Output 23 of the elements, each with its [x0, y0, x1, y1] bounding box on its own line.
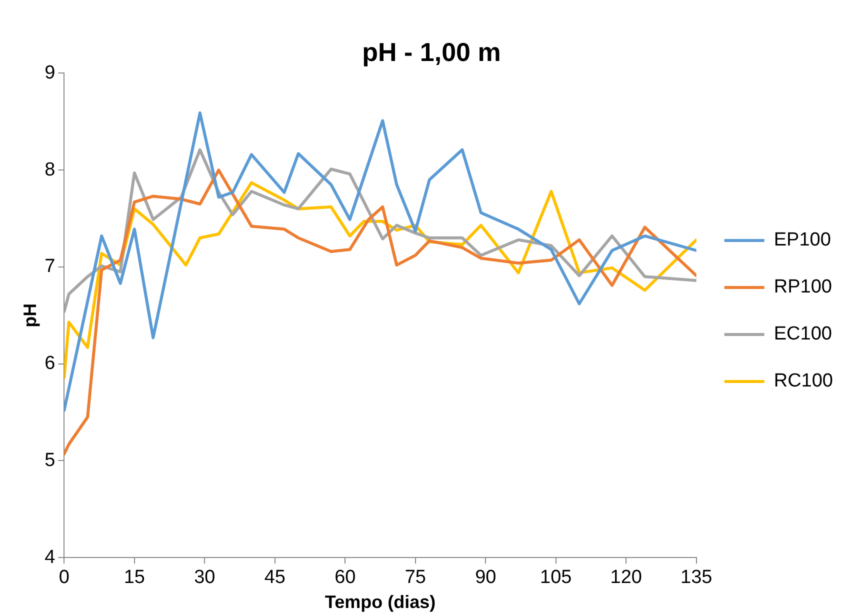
chart-title: pH - 1,00 m [362, 36, 501, 67]
x-tick-label: 75 [404, 567, 426, 588]
y-tick-label: 9 [44, 62, 56, 84]
legend-label: EP100 [774, 230, 831, 251]
y-tick-label: 4 [44, 546, 56, 568]
x-tick-label: 0 [58, 567, 70, 588]
legend-label: EC100 [774, 324, 832, 345]
x-tick-label: 135 [680, 567, 712, 588]
x-tick-label: 105 [540, 567, 572, 588]
y-tick-label: 5 [44, 450, 56, 471]
x-axis-title: Tempo (dias) [324, 592, 436, 612]
legend-label: RC100 [774, 370, 834, 392]
x-tick-label: 60 [334, 567, 356, 588]
y-tick-label: 8 [44, 159, 56, 180]
x-tick-label: 90 [475, 567, 496, 588]
legend-label: RP100 [774, 276, 832, 298]
x-tick-label: 45 [264, 567, 286, 588]
x-tick-label: 15 [124, 567, 145, 588]
x-tick-label: 120 [610, 567, 642, 588]
x-tick-label: 30 [194, 567, 216, 588]
y-tick-label: 7 [44, 256, 56, 278]
y-axis-title: pH [20, 303, 40, 328]
y-tick-label: 6 [44, 353, 56, 374]
